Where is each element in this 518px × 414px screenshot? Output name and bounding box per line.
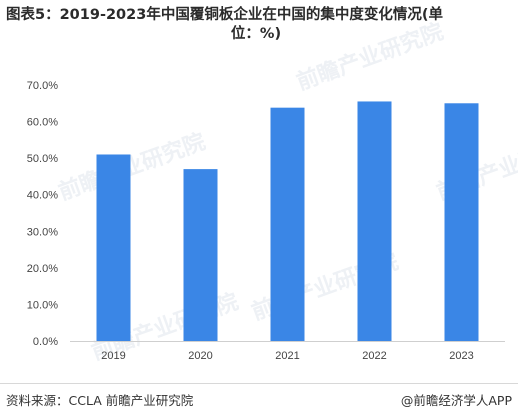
source-note: 资料来源：CCLA 前瞻产业研究院 <box>6 393 194 408</box>
y-tick-label: 30.0% <box>27 226 58 238</box>
x-tick-label: 2020 <box>188 350 212 362</box>
chart-title-line1: 图表5：2019-2023年中国覆铜板企业在中国的集中度变化情况(单 <box>6 7 443 23</box>
chart-title-line2: 位：%) <box>230 26 282 42</box>
chart-title: 图表5：2019-2023年中国覆铜板企业在中国的集中度变化情况(单 位：%) <box>6 6 506 44</box>
x-tick-label: 2019 <box>101 350 125 362</box>
bar <box>183 169 218 341</box>
y-tick-label: 10.0% <box>27 299 58 311</box>
y-tick-label: 70.0% <box>27 80 58 92</box>
y-tick-label: 20.0% <box>27 263 58 275</box>
x-tick-label: 2021 <box>275 350 299 362</box>
y-tick-label: 0.0% <box>33 336 58 348</box>
brand-credit: @前瞻经济学人APP <box>400 393 512 408</box>
bar-chart: 前瞻产业研究院前瞻产业研究院前瞻产业研究院前瞻产业研究院前瞻产业研究院 0.0%… <box>27 19 518 366</box>
x-tick-label: 2023 <box>449 350 473 362</box>
y-tick-label: 60.0% <box>27 117 58 129</box>
x-axis: 2019 2020 2021 2022 2023 <box>70 341 505 362</box>
y-axis: 0.0% 10.0% 20.0% 30.0% 40.0% 50.0% 60.0% 70.0% <box>27 80 58 348</box>
watermark-text: 前瞻产业研究院 <box>293 19 447 96</box>
y-tick-label: 40.0% <box>27 190 58 202</box>
x-tick-label: 2022 <box>362 350 386 362</box>
footer: 资料来源：CCLA 前瞻产业研究院 @前瞻经济学人APP <box>0 383 518 414</box>
bar <box>444 103 479 342</box>
bar <box>357 101 392 341</box>
y-tick-label: 50.0% <box>27 153 58 165</box>
bar <box>270 107 305 341</box>
bar <box>96 154 131 341</box>
bars <box>96 101 479 342</box>
